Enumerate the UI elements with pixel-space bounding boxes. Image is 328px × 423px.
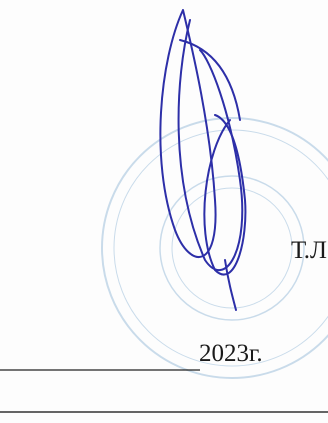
signature — [159, 9, 247, 311]
stamp — [101, 117, 328, 379]
initials: Т.Л — [291, 237, 327, 264]
date: 2023г. — [199, 340, 263, 367]
